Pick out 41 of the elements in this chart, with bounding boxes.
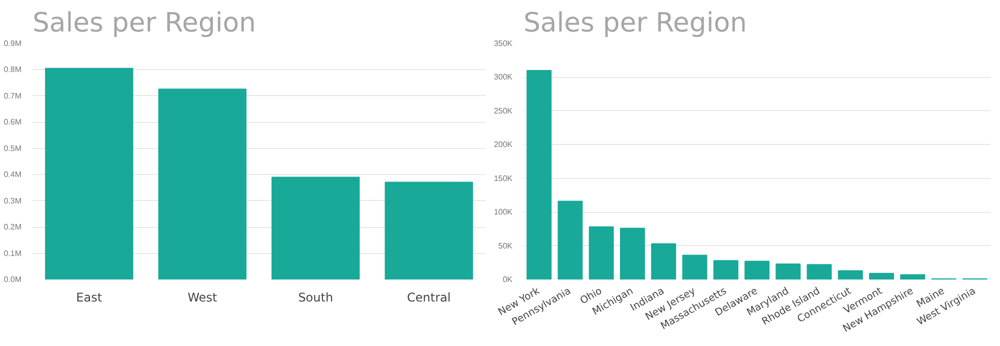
bar <box>869 272 894 280</box>
y-tick-label: 350K <box>494 39 514 48</box>
y-tick-label: 0.8M <box>4 65 22 74</box>
bar <box>900 274 926 280</box>
bar <box>620 228 645 280</box>
bar <box>682 254 708 280</box>
x-tick-label: South <box>298 290 334 304</box>
bar <box>651 243 676 280</box>
x-tick-label: West <box>188 290 218 304</box>
bar <box>713 260 738 280</box>
y-tick-label: 100K <box>494 208 514 217</box>
chart-title: Sales per Region <box>32 8 256 38</box>
y-tick-label: 0.1M <box>4 248 22 258</box>
y-tick-label: 0.0M <box>4 275 22 284</box>
y-tick-label: 0.6M <box>4 118 22 127</box>
y-tick-label: 0.7M <box>4 91 22 100</box>
y-tick-label: 0.3M <box>4 196 22 206</box>
bar <box>158 88 246 280</box>
chart-title: Sales per Region <box>524 8 747 38</box>
y-tick-label: 0.2M <box>4 222 22 232</box>
bar <box>272 176 360 280</box>
y-tick-label: 300K <box>494 72 514 82</box>
bar <box>45 68 134 280</box>
x-tick-label: Central <box>407 290 451 304</box>
y-tick-label: 150K <box>494 174 514 183</box>
bar <box>776 263 801 280</box>
bar <box>384 182 473 280</box>
y-tick-label: 50K <box>498 241 514 250</box>
bar <box>588 226 614 280</box>
bar <box>744 260 770 280</box>
y-tick-label: 200K <box>494 140 514 150</box>
y-tick-label: 0.4M <box>4 170 22 180</box>
y-tick-label: 0K <box>502 275 514 284</box>
x-tick-label: East <box>76 290 102 304</box>
bar <box>558 200 583 280</box>
y-tick-label: 0.9M <box>4 39 22 48</box>
bar <box>838 270 863 280</box>
y-tick-label: 250K <box>494 106 514 116</box>
y-tick-label: 0.5M <box>4 144 22 153</box>
bar <box>526 70 552 280</box>
bar <box>806 264 832 280</box>
